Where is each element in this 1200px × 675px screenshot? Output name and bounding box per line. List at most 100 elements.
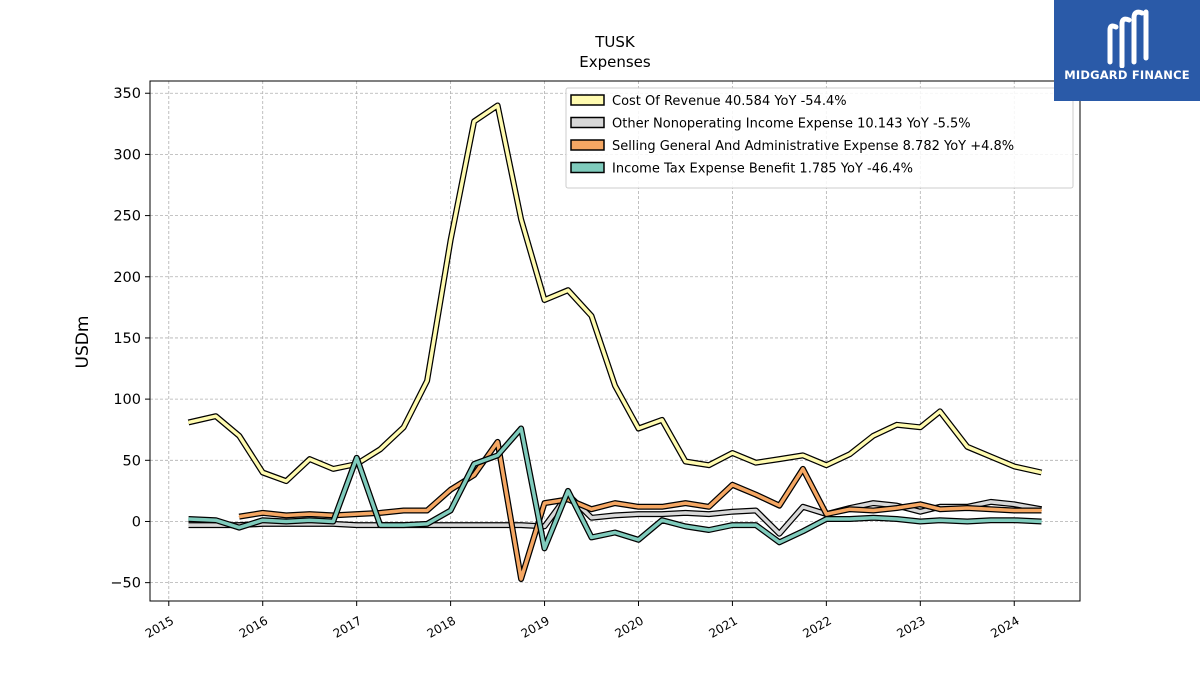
series-line-outline [188,425,1042,552]
data-point [332,520,334,523]
data-point [755,509,757,512]
data-point [238,435,240,437]
data-point [473,524,475,526]
data-point [262,512,264,514]
x-tick-label: 2021 [706,613,739,640]
data-point [731,452,734,454]
data-point [778,458,781,460]
data-point [939,410,941,412]
data-point [708,506,710,508]
data-point [520,427,522,430]
brand-name: MIDGARD FINANCE [1064,68,1190,82]
data-point [708,513,710,515]
data-point [1040,471,1043,474]
data-point [379,524,381,526]
data-point [1013,509,1015,512]
data-point [684,460,687,463]
data-point [802,530,804,532]
series-3 [238,438,1043,582]
chart-title: TUSK [594,33,636,51]
y-tick-label: 200 [113,270,141,286]
data-point [450,239,452,241]
data-point [543,525,546,528]
midgard-m-logo-icon [1107,9,1149,68]
data-point [684,502,687,504]
data-point [450,509,452,512]
data-point [731,524,734,526]
y-tick-label: −50 [110,576,141,592]
data-point [473,120,475,122]
data-point [403,509,405,512]
data-point [849,508,851,510]
data-point [661,506,663,508]
data-point [426,380,428,382]
x-tick-label: 2019 [519,613,552,640]
data-point [543,299,546,301]
data-point [567,490,569,492]
data-point [590,315,593,317]
data-point [426,509,428,512]
data-point [520,524,522,526]
data-point [1013,465,1015,467]
data-point [661,419,663,421]
data-point [849,518,851,520]
data-point [309,519,311,521]
data-point [872,517,874,519]
legend-swatch [570,139,605,151]
data-point [497,104,499,107]
data-point [825,518,828,520]
data-point [497,441,499,443]
data-point [590,508,593,510]
x-tick-label: 2020 [613,613,646,640]
data-point [778,541,781,543]
y-tick-label: 100 [113,392,141,408]
series-layer [187,102,1043,582]
data-point [637,539,640,541]
data-point [896,424,898,426]
legend-label: Selling General And Administrative Expen… [612,139,1014,154]
data-point [215,415,217,417]
data-point [1040,520,1043,523]
x-tick-label: 2018 [425,613,458,640]
legend-label: Other Nonoperating Income Expense 10.143… [612,117,971,132]
data-point [684,512,687,514]
legend-box [565,87,1074,189]
x-tick-label: 2024 [988,613,1021,640]
data-point [497,454,499,456]
data-point [614,531,616,534]
data-point [543,547,546,550]
data-point [966,507,968,509]
data-point [187,518,190,520]
legend-label: Cost Of Revenue 40.584 YoY -54.4% [612,94,847,109]
data-point [332,468,334,470]
data-point [285,514,287,517]
data-point [450,524,452,526]
data-point [825,464,828,466]
data-point [755,494,757,496]
data-point [403,524,405,526]
y-axis-label: USDm [73,316,93,369]
data-point [778,533,781,535]
y-tick-label: 150 [113,331,141,347]
y-tick-label: 250 [113,209,141,225]
legend-swatch [570,161,605,174]
y-tick-label: 350 [113,86,141,102]
data-point [919,520,921,523]
data-point [872,502,874,504]
data-point [567,289,569,291]
data-point [731,511,734,513]
data-point [285,520,287,523]
data-point [939,508,941,510]
data-point [309,513,311,515]
data-point [966,446,968,448]
data-point [520,218,522,220]
data-point [872,509,874,512]
data-point [708,529,710,531]
data-point [520,578,522,580]
data-point [990,501,992,503]
data-point [262,519,264,521]
series-4 [187,425,1043,552]
data-point [309,523,311,525]
data-point [849,453,851,455]
data-point [497,524,499,526]
